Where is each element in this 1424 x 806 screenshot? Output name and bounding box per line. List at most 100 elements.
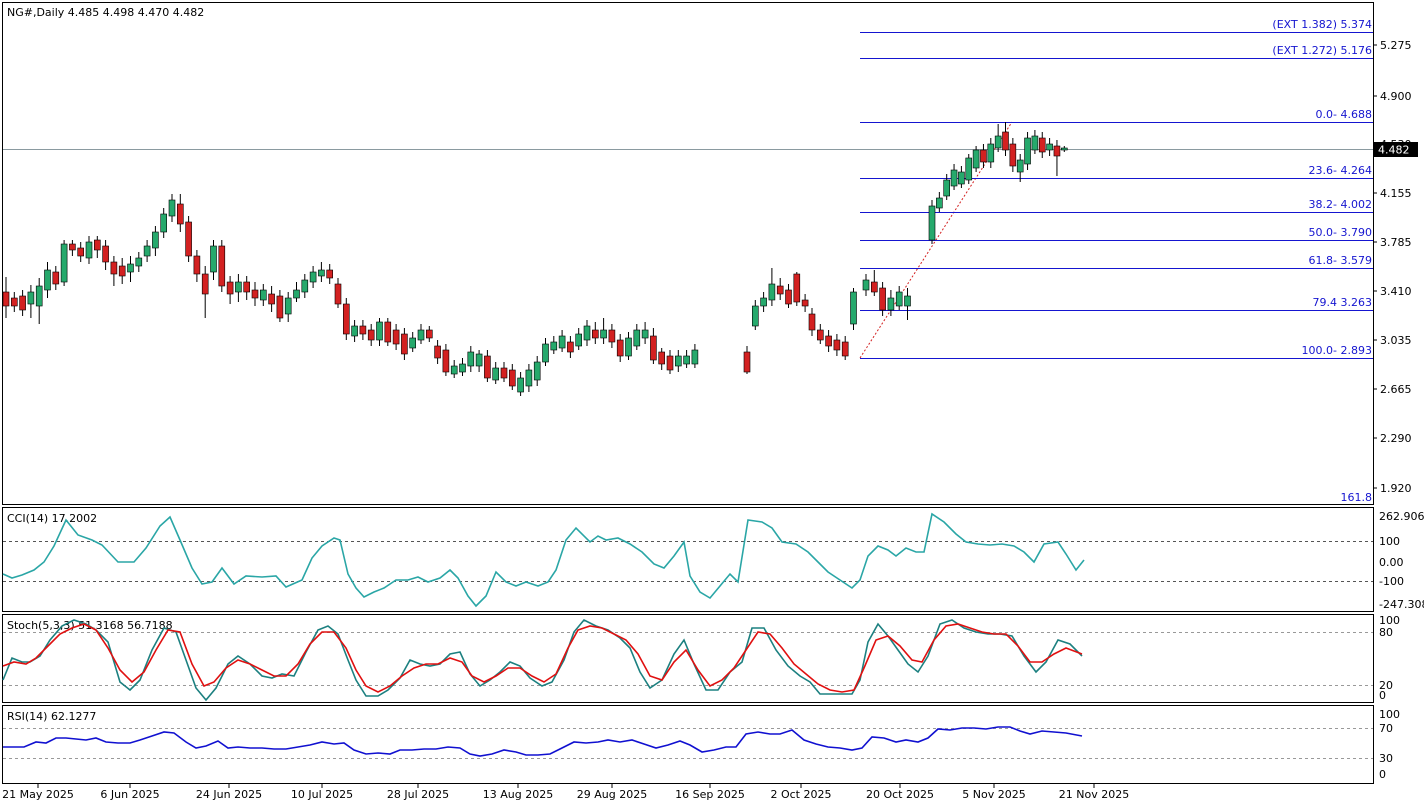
candle-bull: [550, 341, 558, 351]
candle-bear: [384, 321, 392, 343]
current-price-value: 4.482: [1378, 144, 1410, 157]
price-tick-label: 4.155: [1380, 187, 1412, 200]
date-axis: 21 May 2025 6 Jun 2025 24 Jun 2025 10 Jul 2…: [2, 784, 1129, 801]
stoch-signal-line: [2, 623, 1083, 693]
candle-bear: [833, 339, 841, 351]
candle-bear: [2, 291, 10, 307]
price-tick-label: 2.290: [1380, 432, 1412, 445]
candle-bear: [1009, 143, 1017, 167]
candle-bull: [887, 297, 895, 311]
candle-bear: [69, 243, 76, 251]
candle-bear: [567, 341, 574, 353]
fib-level-label: 38.2- 4.002: [1309, 198, 1372, 211]
fib-level-label: 161.8: [1341, 491, 1373, 504]
price-tick-label: 4.900: [1380, 90, 1412, 103]
indicator-tick-label: 70: [1379, 722, 1393, 735]
candle-bear: [367, 329, 375, 341]
candle-bull: [768, 283, 776, 301]
candle-bull: [558, 335, 566, 349]
cci-pane[interactable]: CCI(14) 17.2002: [2, 507, 1374, 612]
candle-bear: [608, 329, 616, 343]
candle-bear: [508, 369, 516, 387]
candle-bear: [326, 269, 334, 279]
candle-bull: [583, 325, 591, 341]
candle-bull: [1031, 135, 1039, 151]
candle-bear: [841, 341, 849, 357]
candle-bear: [879, 287, 886, 311]
candle-bull: [943, 179, 951, 197]
date-tick-label: 16 Sep 2025: [675, 788, 745, 801]
candle-bear: [1002, 131, 1009, 151]
indicator-tick-label: 80: [1379, 626, 1393, 639]
date-tick-label: 10 Jul 2025: [291, 788, 353, 801]
candle-bull: [972, 149, 980, 169]
candle-bear: [193, 255, 201, 275]
candle-bull: [168, 199, 176, 217]
indicator-tick-label: 20: [1379, 679, 1393, 692]
date-tick-label: 13 Aug 2025: [483, 788, 553, 801]
stoch-pane-frame: [2, 614, 1374, 703]
price-tick-label: 3.410: [1380, 285, 1412, 298]
rsi-line: [3, 726, 1083, 757]
candle-bull: [517, 377, 524, 393]
candle-bull: [525, 369, 533, 387]
indicator-tick-label: -247.308: [1379, 598, 1424, 611]
candle-bear: [102, 245, 109, 263]
candle-bull: [862, 279, 870, 291]
rsi-pane-frame: [2, 705, 1374, 784]
indicator-tick-label: 100: [1379, 708, 1400, 721]
candle-bull: [27, 291, 35, 305]
candle-bull: [1061, 147, 1068, 151]
candle-bull: [751, 305, 759, 327]
candle-bull: [936, 197, 943, 209]
candle-bear: [243, 281, 250, 293]
candle-bull: [152, 231, 159, 249]
fib-level-label: 79.4 3.263: [1313, 296, 1372, 309]
date-tick-label: 24 Jun 2025: [196, 788, 262, 801]
price-pane-frame: [2, 2, 1374, 505]
candle-bear: [342, 303, 350, 335]
fib-level-label: 100.0- 2.893: [1302, 344, 1372, 357]
candle-bear: [500, 367, 508, 379]
candle-bull: [259, 289, 267, 301]
fib-level-label: 23.6- 4.264: [1309, 164, 1372, 177]
candle-bear: [268, 293, 275, 305]
candle-bull: [351, 325, 358, 337]
candle-bull: [127, 263, 134, 273]
candle-bull: [459, 363, 466, 373]
candle-bear: [1053, 145, 1061, 157]
candle-bull: [950, 169, 958, 187]
symbol-header: NG#,Daily 4.485 4.498 4.470 4.482: [7, 6, 204, 19]
candle-bear: [392, 329, 400, 345]
candle-bear: [334, 283, 342, 305]
candle-bull: [35, 285, 43, 307]
rsi-pane[interactable]: RSI(14) 62.1277: [2, 705, 1374, 784]
price-pane[interactable]: NG#,Daily 4.485 4.498 4.470 4.482 (EXT 1…: [2, 2, 1374, 505]
candle-bull: [958, 171, 965, 185]
candle-bear: [666, 355, 674, 371]
candle-bear: [434, 345, 441, 359]
date-tick-label: 6 Jun 2025: [100, 788, 159, 801]
candle-bull: [633, 329, 641, 347]
candle-bull: [542, 343, 549, 363]
fibonacci-levels[interactable]: (EXT 1.382) 5.374 (EXT 1.272) 5.176 0.0- 4…: [860, 18, 1373, 504]
candle-bull: [683, 355, 690, 365]
candle-bear: [801, 299, 809, 307]
fib-level-label: (EXT 1.272) 5.176: [1272, 44, 1372, 57]
candle-bull: [467, 351, 475, 367]
indicator-tick-label: 0.00: [1379, 556, 1404, 569]
candle-bull: [409, 337, 417, 349]
fib-level-label: 50.0- 3.790: [1309, 226, 1372, 239]
date-tick-label: 20 Oct 2025: [866, 788, 934, 801]
candle-bull: [450, 365, 458, 375]
cci-axis: 262.906 100 0.00 -100 -247.308: [1379, 510, 1424, 611]
candle-bull: [994, 135, 1002, 149]
candle-bull: [575, 333, 583, 347]
date-tick-label: 21 Nov 2025: [1059, 788, 1129, 801]
stoch-pane[interactable]: Stoch(5,3,3) 51.3168 56.7188: [2, 614, 1374, 703]
candle-bull: [1024, 137, 1031, 165]
indicator-tick-label: 100: [1379, 614, 1400, 627]
